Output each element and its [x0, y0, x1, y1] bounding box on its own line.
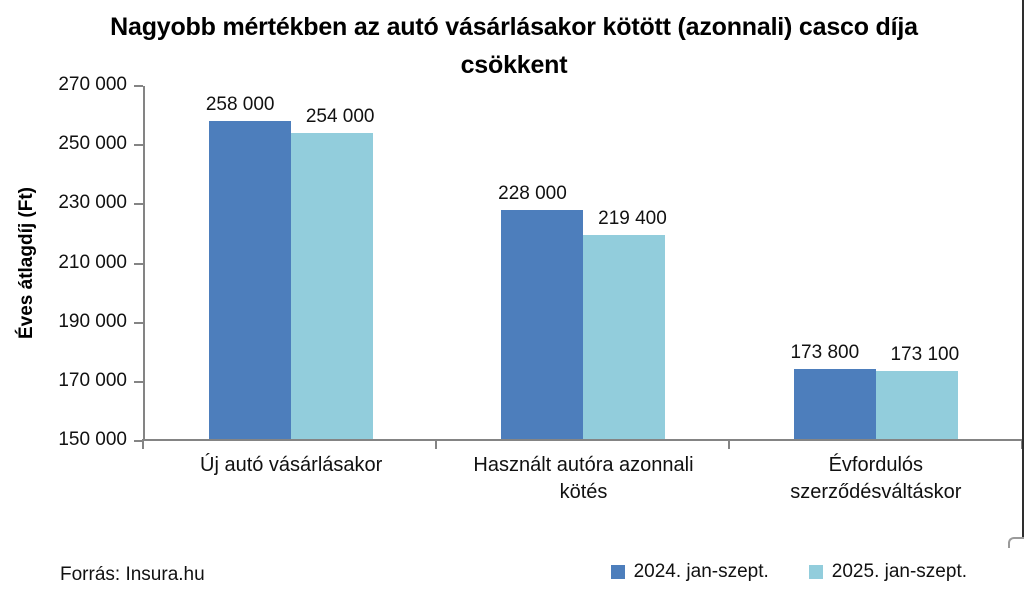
page-edge-line: [1022, 0, 1024, 537]
x-category-cell: Új autó vásárlásakor: [145, 452, 437, 506]
bar-group: 173 800 173 100: [730, 86, 1022, 439]
legend-label: 2024. jan-szept.: [633, 561, 769, 582]
bar-value-label: 228 000: [498, 182, 567, 204]
legend-swatch: [808, 565, 823, 579]
y-tick-label: 170 000: [58, 369, 127, 391]
legend-label: 2025. jan-szept.: [831, 561, 967, 582]
bar: 173 100: [875, 344, 959, 439]
y-tick-mark: [134, 380, 143, 383]
bar: 228 000: [498, 183, 584, 439]
plot-area: [143, 86, 1022, 441]
bar-value-label: 258 000: [205, 94, 275, 116]
x-category-label: Használt autóra azonnali kötés: [473, 454, 694, 503]
y-tick-label: 250 000: [58, 133, 127, 155]
y-tick-mark: [134, 321, 143, 324]
source-note: Forrás: Insura.hu: [60, 564, 205, 585]
y-tick-mark: [134, 262, 143, 265]
x-labels: Új autó vásárlásakor Használt autóra azon…: [145, 452, 1022, 506]
bar-group: 258 000 254 000: [145, 86, 437, 439]
x-category-cell: Évfordulós szerződésváltáskor: [730, 452, 1022, 506]
y-tick-label: 230 000: [58, 192, 127, 214]
bar: 173 800: [790, 342, 876, 439]
y-tick-label: 210 000: [58, 251, 127, 273]
bar-value-label: 173 100: [890, 344, 960, 366]
chart-title: Nagyobb mértékben az autó vásárlásakor k…: [110, 13, 918, 79]
page-edge-corner: [1008, 537, 1024, 548]
x-category-cell: Használt autóra azonnali kötés: [437, 452, 729, 506]
bar-groups: 258 000 254 000 228 000 219 400 173 800 173 1…: [145, 86, 1022, 439]
bar-value-label: 219 400: [598, 207, 667, 229]
x-tick-mark: [434, 439, 437, 449]
bar-value-label: 254 000: [305, 106, 375, 128]
y-tick-label: 270 000: [58, 74, 127, 95]
legend-item: 2025. jan-szept.: [808, 561, 967, 583]
y-tick-mark: [134, 440, 143, 442]
y-tick-label: 150 000: [58, 429, 127, 450]
bar: 258 000: [206, 94, 292, 439]
y-tick-label: 190 000: [58, 310, 127, 332]
y-tick-mark: [134, 203, 143, 206]
legend: 2024. jan-szept. 2025. jan-szept.: [610, 561, 967, 583]
bar: 219 400: [583, 208, 667, 439]
y-tick-mark: [134, 85, 143, 87]
x-category-label: Évfordulós szerződésváltáskor: [790, 454, 962, 503]
x-tick-mark: [142, 439, 144, 449]
x-tick-layer: [142, 439, 1023, 449]
legend-swatch: [610, 565, 625, 579]
legend-item: 2024. jan-szept.: [610, 561, 769, 583]
x-category-label: Új autó vásárlásakor: [200, 454, 383, 476]
bar-value-label: 173 800: [790, 342, 860, 363]
x-tick-mark: [727, 439, 730, 449]
y-axis: 270 000 250 000 230 000 210 000 190 000 170 0…: [0, 74, 143, 450]
y-tick-mark: [134, 144, 143, 147]
bar: 254 000: [291, 106, 375, 439]
bar-group: 228 000 219 400: [437, 86, 729, 439]
